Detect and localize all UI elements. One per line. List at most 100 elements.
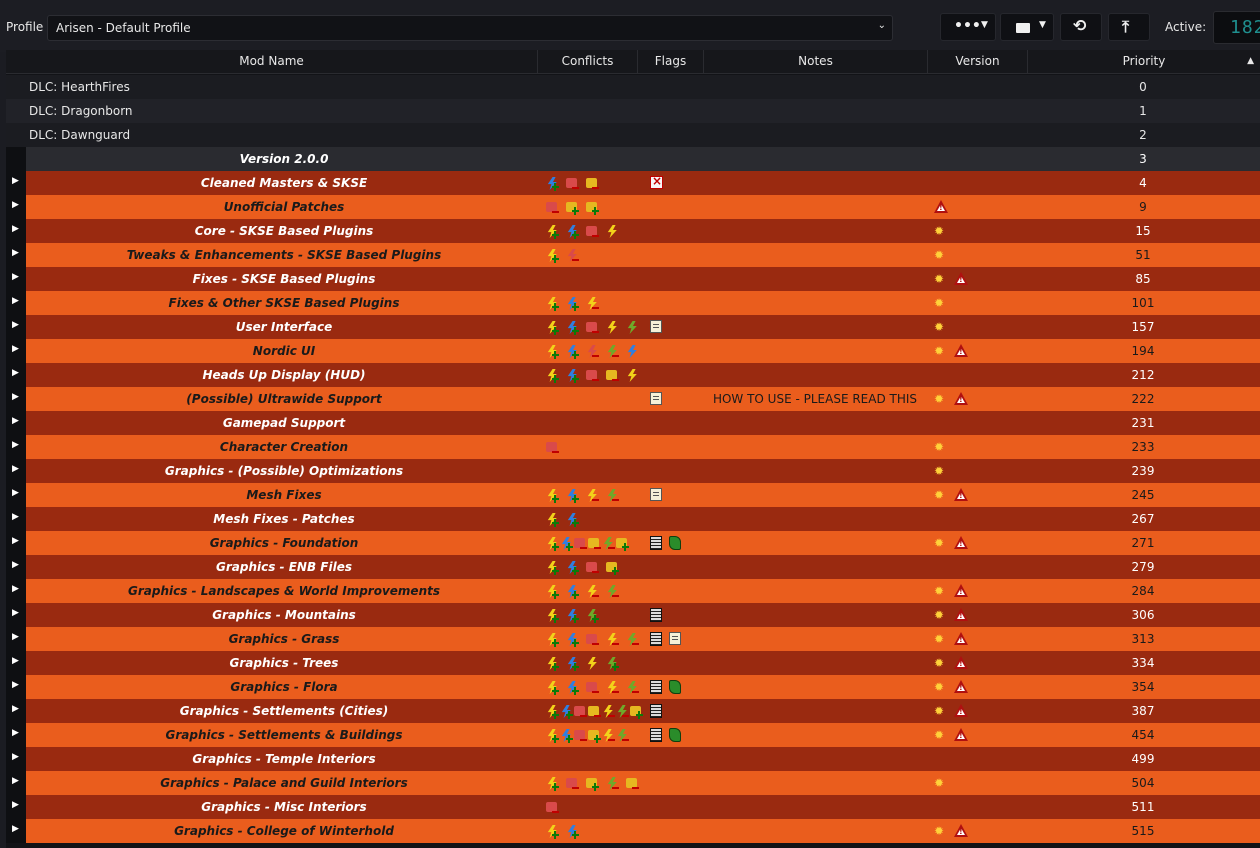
conflict-bolt-blue-plus-icon[interactable] — [567, 345, 577, 358]
plugin-flag-icon[interactable] — [669, 536, 681, 550]
table-row[interactable]: ▶ Graphics - Flora ✹ 354 — [6, 675, 1260, 699]
table-row[interactable]: ▶ Graphics - Settlements (Cities) ✹ 387 — [6, 699, 1260, 723]
conflict-bolt-yellow-icon[interactable] — [587, 657, 597, 670]
notes-flag-icon[interactable] — [650, 488, 662, 501]
conflict-bolt-red-minus-icon[interactable] — [587, 345, 597, 358]
conflict-bolt-green-icon[interactable] — [627, 321, 637, 334]
table-row[interactable]: ▶ Graphics - Settlements & Buildings ✹ 454 — [6, 723, 1260, 747]
conflict-box-red-minus-icon[interactable] — [586, 634, 597, 644]
expand-toggle[interactable]: ▶ — [6, 507, 26, 531]
warning-icon[interactable] — [954, 680, 968, 693]
conflict-bolt-blue-plus-icon[interactable] — [561, 705, 571, 718]
update-available-icon[interactable]: ✹ — [934, 248, 945, 262]
plugin-flag-icon[interactable] — [669, 728, 681, 742]
update-available-icon[interactable]: ✹ — [934, 392, 945, 406]
column-header-conflicts[interactable]: Conflicts — [538, 50, 638, 73]
conflict-bolt-blue-plus-icon[interactable] — [561, 729, 571, 742]
upload-button[interactable]: ⤒ — [1108, 13, 1150, 41]
expand-toggle[interactable]: ▶ — [6, 627, 26, 651]
expand-toggle[interactable]: ▶ — [6, 219, 26, 243]
conflict-bolt-yellow-plus-icon[interactable] — [547, 225, 557, 238]
conflict-bolt-yellow-plus-icon[interactable] — [547, 513, 557, 526]
conflict-bolt-blue-plus-icon[interactable] — [567, 681, 577, 694]
expand-toggle[interactable]: ▶ — [6, 171, 26, 195]
conflict-bolt-yellow-plus-icon[interactable] — [547, 345, 557, 358]
expand-toggle[interactable]: ▶ — [6, 315, 26, 339]
table-row[interactable]: DLC: HearthFires 0 — [6, 75, 1260, 99]
expand-toggle[interactable]: ▶ — [6, 771, 26, 795]
expand-toggle[interactable]: ▶ — [6, 195, 26, 219]
conflict-box-red-minus-icon[interactable] — [546, 802, 557, 812]
update-available-icon[interactable]: ✹ — [934, 272, 945, 286]
conflict-bolt-green-minus-icon[interactable] — [617, 705, 627, 718]
conflict-bolt-yellow-plus-icon[interactable] — [547, 249, 557, 262]
warning-icon[interactable] — [954, 344, 968, 357]
conflict-bolt-green-minus-icon[interactable] — [627, 681, 637, 694]
conflict-bolt-yellow-plus-icon[interactable] — [547, 705, 557, 718]
archive-flag-icon[interactable] — [650, 728, 662, 742]
conflict-bolt-blue-plus-icon[interactable] — [567, 585, 577, 598]
update-available-icon[interactable]: ✹ — [934, 608, 945, 622]
conflict-bolt-yellow-plus-icon[interactable] — [547, 657, 557, 670]
conflict-box-gold-minus-icon[interactable] — [586, 178, 597, 188]
column-header-priority[interactable]: Priority ▲ — [1028, 50, 1260, 73]
conflict-box-red-minus-icon[interactable] — [586, 682, 597, 692]
notes-flag-icon[interactable] — [669, 632, 681, 645]
table-row[interactable]: ▶ Nordic UI ✹ 194 — [6, 339, 1260, 363]
table-row[interactable]: ▶ Unofficial Patches 9 — [6, 195, 1260, 219]
column-header-notes[interactable]: Notes — [704, 50, 928, 73]
warning-icon[interactable] — [954, 392, 968, 405]
warning-icon[interactable] — [954, 272, 968, 285]
warning-icon[interactable] — [954, 488, 968, 501]
table-row[interactable]: ▶ Fixes & Other SKSE Based Plugins ✹ 101 — [6, 291, 1260, 315]
conflict-bolt-yellow-plus-icon[interactable] — [547, 489, 557, 502]
conflict-box-red-minus-icon[interactable] — [586, 226, 597, 236]
open-folder-button[interactable]: ▼ — [1000, 13, 1054, 41]
update-available-icon[interactable]: ✹ — [934, 488, 945, 502]
update-available-icon[interactable]: ✹ — [934, 584, 945, 598]
archive-flag-icon[interactable] — [650, 704, 662, 718]
conflict-box-red-minus-icon[interactable] — [586, 370, 597, 380]
archive-flag-icon[interactable] — [650, 680, 662, 694]
update-available-icon[interactable]: ✹ — [934, 320, 945, 334]
conflict-bolt-green-minus-icon[interactable] — [617, 729, 627, 742]
table-row[interactable]: ▶ Graphics - Trees ✹ 334 — [6, 651, 1260, 675]
expand-toggle[interactable]: ▶ — [6, 555, 26, 579]
conflict-bolt-yellow-minus-icon[interactable] — [587, 489, 597, 502]
conflict-bolt-yellow-icon[interactable] — [607, 321, 617, 334]
column-header-flags[interactable]: Flags — [638, 50, 704, 73]
conflict-box-red-minus-icon[interactable] — [574, 730, 585, 740]
conflict-bolt-blue-plus-icon[interactable] — [567, 225, 577, 238]
warning-icon[interactable] — [954, 656, 968, 669]
expand-toggle[interactable]: ▶ — [6, 795, 26, 819]
conflict-box-gold-plus-icon[interactable] — [566, 202, 577, 212]
archive-flag-icon[interactable] — [650, 536, 662, 550]
conflict-bolt-green-minus-icon[interactable] — [603, 537, 613, 550]
more-options-button[interactable]: ••• ▼ — [940, 13, 996, 41]
expand-toggle[interactable]: ▶ — [6, 747, 26, 771]
conflict-bolt-yellow-minus-icon[interactable] — [607, 681, 617, 694]
conflict-bolt-yellow-icon[interactable] — [627, 369, 637, 382]
expand-toggle[interactable]: ▶ — [6, 531, 26, 555]
warning-icon[interactable] — [954, 704, 968, 717]
table-row[interactable]: ▶ Core - SKSE Based Plugins ✹ 15 — [6, 219, 1260, 243]
warning-icon[interactable] — [934, 200, 948, 213]
expand-toggle[interactable]: ▶ — [6, 243, 26, 267]
conflict-bolt-blue-icon[interactable] — [627, 345, 637, 358]
conflict-bolt-yellow-plus-icon[interactable] — [547, 585, 557, 598]
conflict-bolt-blue-plus-icon[interactable] — [547, 177, 557, 190]
column-header-version[interactable]: Version — [928, 50, 1028, 73]
conflict-bolt-green-minus-icon[interactable] — [607, 777, 617, 790]
expand-toggle[interactable]: ▶ — [6, 651, 26, 675]
expand-toggle[interactable]: ▶ — [6, 723, 26, 747]
table-row[interactable]: ▶ (Possible) Ultrawide Support HOW TO USE … — [6, 387, 1260, 411]
conflict-box-gold-plus-icon[interactable] — [586, 778, 597, 788]
conflict-bolt-yellow-minus-icon[interactable] — [587, 585, 597, 598]
conflict-bolt-blue-plus-icon[interactable] — [567, 609, 577, 622]
conflict-bolt-red-minus-icon[interactable] — [567, 249, 577, 262]
conflict-bolt-blue-plus-icon[interactable] — [567, 321, 577, 334]
update-available-icon[interactable]: ✹ — [934, 464, 945, 478]
conflict-bolt-green-minus-icon[interactable] — [607, 489, 617, 502]
conflict-bolt-yellow-plus-icon[interactable] — [547, 369, 557, 382]
conflict-bolt-yellow-plus-icon[interactable] — [547, 297, 557, 310]
